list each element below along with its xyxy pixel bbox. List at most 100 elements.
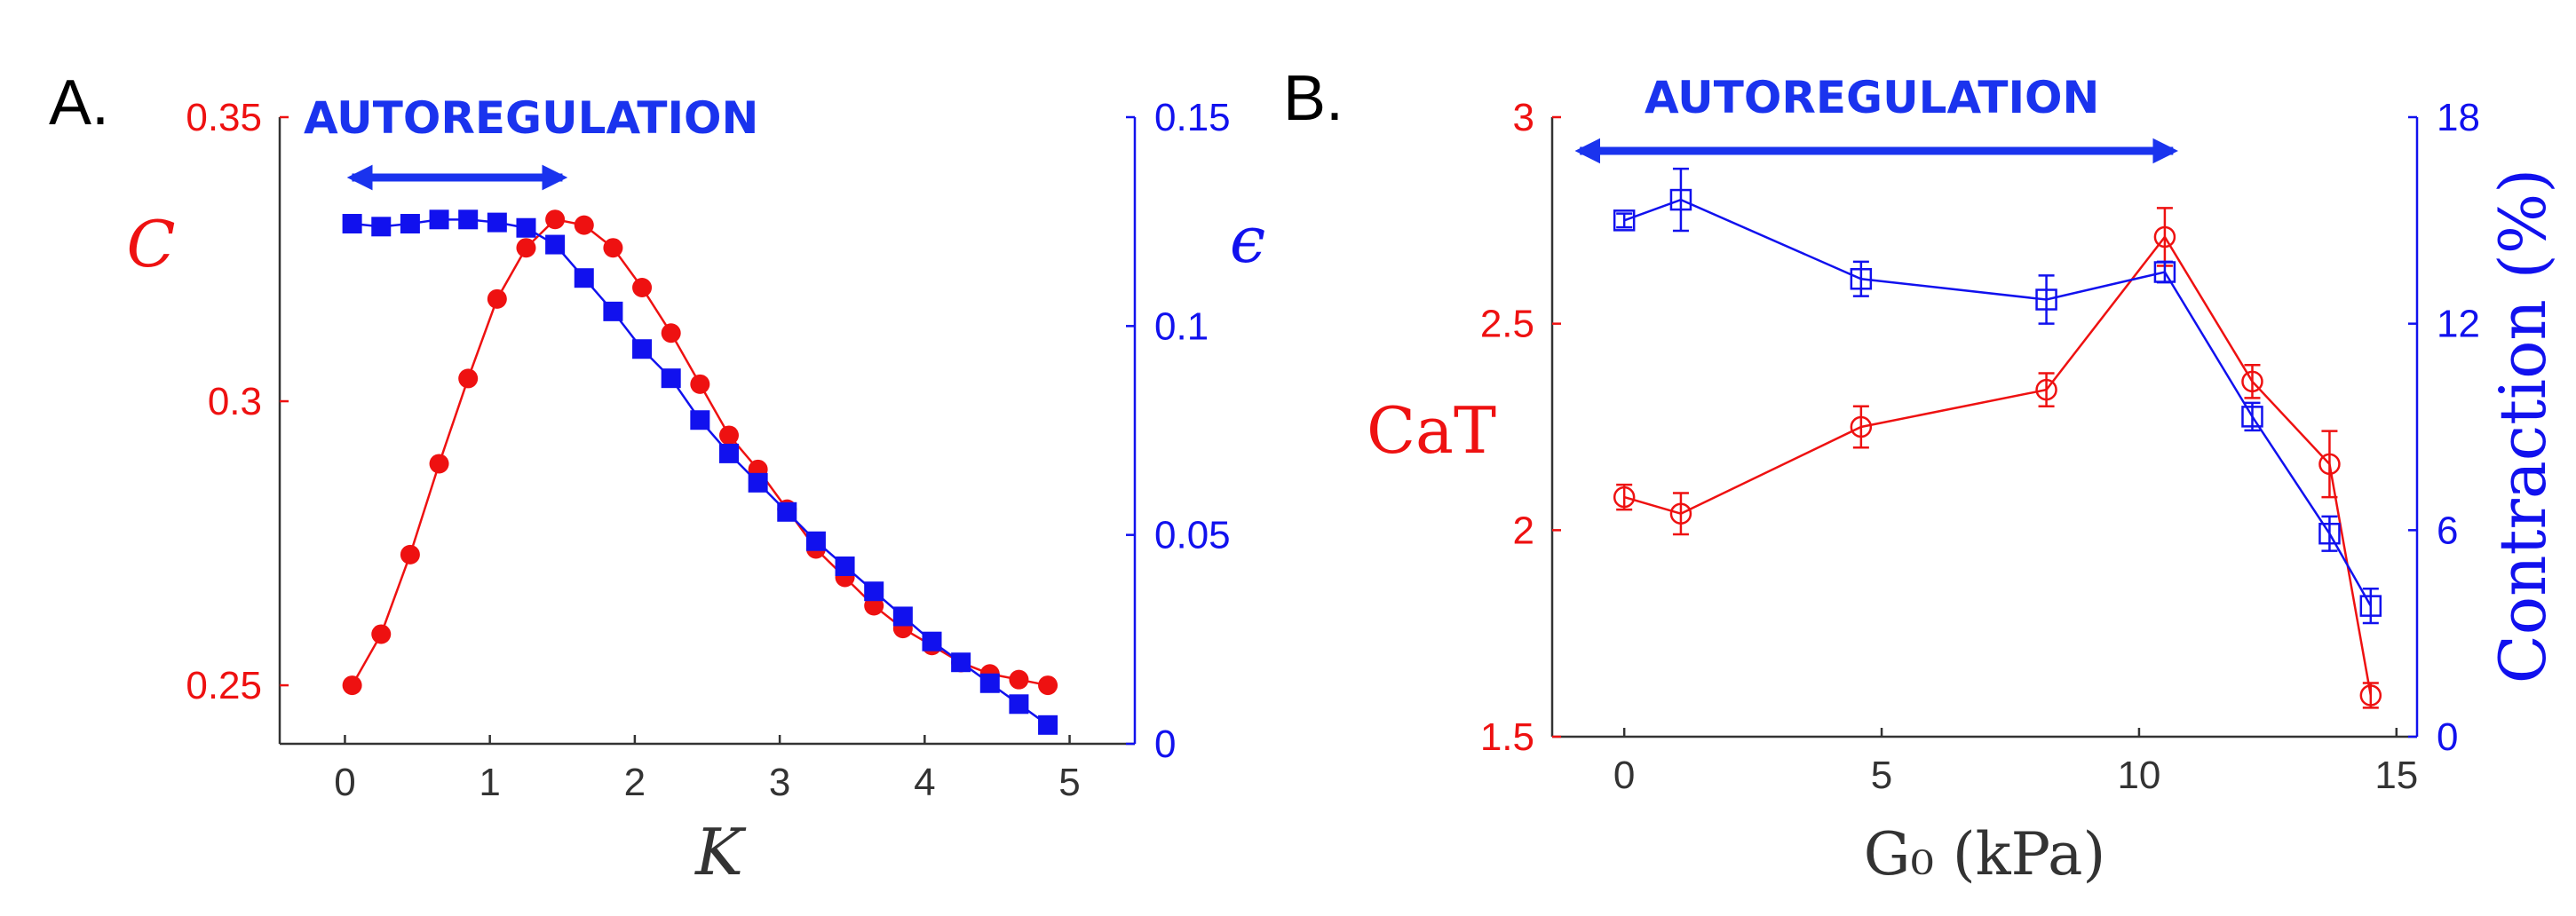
series-line-red xyxy=(1623,234,2373,696)
data-point xyxy=(429,454,449,474)
data-point xyxy=(1038,715,1058,735)
banner-b: AUTOREGULATION xyxy=(1645,72,2099,123)
left-y-ticks-b: 1.5 2 2.5 3 xyxy=(1480,96,1561,759)
left-y-tick-label: 0.25 xyxy=(186,664,262,707)
right-y-tick-label: 0.15 xyxy=(1154,96,1231,139)
left-y-tick-label: 2.5 xyxy=(1480,303,1534,346)
data-point xyxy=(603,301,623,321)
data-point xyxy=(2359,595,2382,617)
x-tick-label: 10 xyxy=(2117,754,2160,797)
data-point xyxy=(922,631,942,651)
x-tick-label: 3 xyxy=(769,761,790,804)
data-point xyxy=(835,556,855,576)
left-y-axis-label-a: C xyxy=(126,207,175,281)
data-point xyxy=(516,217,536,238)
data-point xyxy=(2241,370,2263,393)
data-point xyxy=(864,581,884,602)
x-tick-label: 0 xyxy=(1613,754,1635,797)
data-point xyxy=(1009,669,1029,690)
data-point xyxy=(661,323,681,344)
data-point xyxy=(979,673,1000,693)
data-point xyxy=(2241,406,2263,428)
data-point xyxy=(1038,675,1058,696)
data-point xyxy=(545,209,566,230)
data-point xyxy=(487,288,507,309)
data-point xyxy=(1613,486,1636,509)
left-y-tick-label: 1.5 xyxy=(1480,715,1534,759)
data-point xyxy=(2035,378,2057,401)
right-y-tick-label: 0 xyxy=(1154,723,1176,766)
data-point xyxy=(2359,684,2382,707)
series-line-red xyxy=(351,217,1049,687)
data-point xyxy=(458,368,479,389)
data-point xyxy=(429,209,449,230)
data-point xyxy=(2035,288,2057,311)
left-y-axis-label-b: CaT xyxy=(1367,393,1496,468)
data-point xyxy=(342,214,362,234)
x-tick-label: 5 xyxy=(1058,761,1080,804)
right-y-tick-label: 6 xyxy=(2437,509,2458,552)
x-tick-label: 5 xyxy=(1871,754,1892,797)
data-point xyxy=(1613,209,1636,232)
data-point xyxy=(342,675,362,696)
data-point xyxy=(2318,453,2341,476)
left-y-ticks-a: 0.25 0.3 0.35 xyxy=(186,96,289,707)
data-point xyxy=(371,624,392,644)
x-tick-label: 4 xyxy=(914,761,935,804)
data-point xyxy=(603,238,623,258)
panel-b: B. AUTOREGULATION 0 5 10 15 1.5 2 2.5 3 0 6 12 18… xyxy=(1283,63,2560,888)
data-point xyxy=(516,238,536,258)
right-y-tick-label: 0 xyxy=(2437,715,2458,759)
data-point xyxy=(400,214,420,234)
data-point xyxy=(1009,694,1029,715)
x-ticks-a: 0 1 2 3 4 5 xyxy=(334,735,1081,804)
right-y-ticks-a: 0 0.05 0.1 0.15 xyxy=(1126,96,1231,766)
x-tick-label: 1 xyxy=(479,761,500,804)
data-point xyxy=(718,425,739,446)
left-y-tick-label: 0.3 xyxy=(208,380,262,423)
data-point xyxy=(1850,268,1873,290)
data-point xyxy=(748,472,768,493)
data-point xyxy=(632,278,653,298)
panel-label-b: B. xyxy=(1283,63,1343,134)
right-y-tick-label: 0.05 xyxy=(1154,514,1231,557)
data-point xyxy=(805,531,826,551)
data-point xyxy=(777,501,797,522)
banner-a: AUTOREGULATION xyxy=(304,92,758,144)
data-point xyxy=(1850,415,1873,438)
left-y-tick-label: 3 xyxy=(1513,96,1534,139)
data-point xyxy=(1669,188,1692,211)
data-point xyxy=(574,268,594,288)
data-point xyxy=(690,374,710,394)
data-point xyxy=(2318,522,2341,545)
data-point xyxy=(661,368,681,389)
data-point xyxy=(690,410,710,430)
right-y-axis-label-a: ϵ xyxy=(1230,202,1265,277)
series-line-blue xyxy=(1623,198,2372,607)
data-point xyxy=(951,652,971,673)
x-tick-label: 0 xyxy=(334,761,355,804)
series-line-blue xyxy=(352,218,1049,726)
data-point xyxy=(2153,261,2176,283)
data-point xyxy=(487,212,507,233)
left-y-tick-label: 2 xyxy=(1513,509,1534,552)
series-group-a xyxy=(342,209,1058,735)
series-group-b xyxy=(1613,167,2382,709)
right-y-tick-label: 12 xyxy=(2437,303,2480,346)
left-y-tick-label: 0.35 xyxy=(186,96,262,139)
x-axis-label-b: G₀ (kPa) xyxy=(1864,820,2105,888)
right-y-ticks-b: 0 6 12 18 xyxy=(2408,96,2480,759)
data-point xyxy=(545,234,566,255)
x-ticks-b: 0 5 10 15 xyxy=(1613,728,2418,797)
data-point xyxy=(718,443,739,463)
data-point xyxy=(2153,225,2176,249)
panel-a: A. AUTOREGULATION 0 1 2 3 4 5 0.25 0.3 0.35 0 0.… xyxy=(49,67,1265,889)
panel-label-a: A. xyxy=(49,67,109,138)
data-point xyxy=(458,209,479,230)
x-axis-label-a: K xyxy=(694,815,747,889)
data-point xyxy=(400,544,420,565)
x-tick-label: 15 xyxy=(2374,754,2418,797)
x-tick-label: 2 xyxy=(624,761,646,804)
right-y-tick-label: 0.1 xyxy=(1154,304,1209,348)
